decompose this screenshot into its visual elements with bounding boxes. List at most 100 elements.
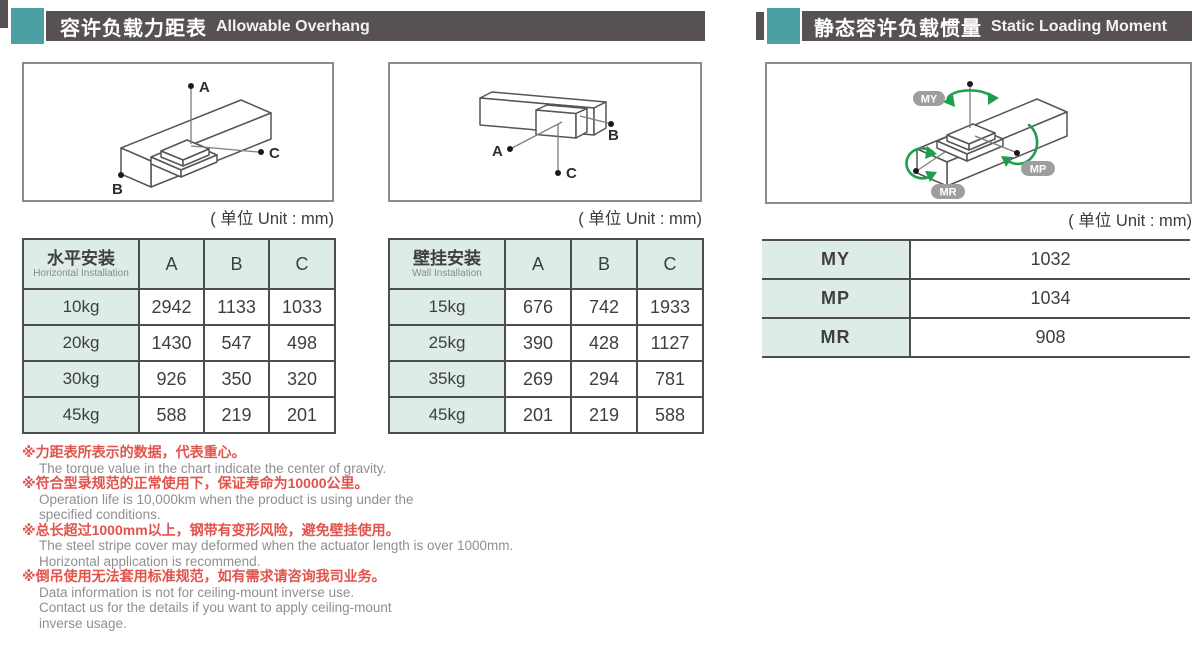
table-title-en: Wall Installation (412, 268, 482, 279)
table-row: MR 908 (762, 317, 1190, 358)
section-title-zh: 容许负载力距表 (60, 17, 207, 40)
moment-axes-drawing: MY MP MR (905, 81, 1068, 199)
my-axis-dot (967, 81, 973, 87)
value-cell: 350 (203, 360, 270, 398)
load-cell: 20kg (22, 324, 140, 362)
footnote-zh: ※总长超过1000mm以上，钢带有变形风险，避免壁挂使用。 (22, 521, 400, 538)
rotation-arrow-my-head (943, 95, 955, 107)
actuator-isometric-drawing: A C B (479, 91, 619, 182)
table-row: 30kg 926 350 320 (22, 360, 336, 398)
point-a-marker (188, 83, 194, 89)
table-row: 15kg 676 742 1933 (388, 288, 704, 326)
mr-badge (931, 184, 965, 199)
diagram-wall-installation: A C B (388, 62, 702, 202)
table-header-row: 壁挂安装 Wall Installation A B C (388, 238, 704, 290)
header-accent-square (11, 8, 44, 44)
axis-c-line (190, 145, 259, 153)
value-cell: 320 (268, 360, 336, 398)
moment-label-cell: MP (762, 278, 911, 319)
load-cell: 10kg (22, 288, 140, 326)
header-edge-strip (0, 0, 8, 28)
value-cell: 201 (504, 396, 572, 434)
value-cell: 1933 (636, 288, 704, 326)
value-cell: 1033 (268, 288, 336, 326)
value-cell: 676 (504, 288, 572, 326)
value-cell: 781 (636, 360, 704, 398)
load-cell: 15kg (388, 288, 506, 326)
footnote-zh: ※符合型录规范的正常使用下，保证寿命为10000公里。 (22, 475, 369, 491)
unit-label: ( 单位 Unit : mm) (1068, 212, 1192, 230)
rotation-arrow-my-head (988, 92, 999, 105)
column-header-a: A (504, 238, 572, 290)
value-cell: 1133 (203, 288, 270, 326)
label-a: A (492, 143, 503, 160)
column-header-c: C (268, 238, 336, 290)
mr-axis-dot (913, 168, 919, 174)
footnote-en: Contact us for the details if you want t… (39, 600, 392, 615)
value-cell: 588 (636, 396, 704, 434)
value-cell: 1127 (636, 324, 704, 362)
table-header-row: 水平安装 Horizontal Installation A B C (22, 238, 336, 290)
footnote-zh: ※力距表所表示的数据，代表重心。 (22, 444, 246, 460)
value-cell: 219 (570, 396, 638, 434)
wall-installation-table: 壁挂安装 Wall Installation A B C 15kg 676 74… (388, 238, 704, 434)
load-cell: 25kg (388, 324, 506, 362)
diagram-static-moment: MY MP MR (765, 62, 1192, 204)
moment-value-cell: 908 (910, 317, 1190, 358)
value-cell: 219 (203, 396, 270, 434)
static-moment-table: MY 1032 MP 1034 MR 908 (762, 239, 1190, 358)
moment-value-cell: 1032 (910, 239, 1190, 280)
value-cell: 2942 (138, 288, 205, 326)
section-title-en: Static Loading Moment (991, 18, 1167, 35)
label-b: B (608, 127, 619, 144)
footnote-en: The torque value in the chart indicate t… (39, 460, 387, 476)
point-c-marker (555, 170, 561, 176)
value-cell: 547 (203, 324, 270, 362)
moment-label-cell: MR (762, 317, 911, 358)
value-cell: 428 (570, 324, 638, 362)
footnote-en: inverse usage. (39, 615, 127, 631)
header-edge-strip (756, 12, 764, 40)
axis-a-line (511, 121, 563, 149)
moment-value-cell: 1034 (910, 278, 1190, 319)
rotation-arrow-mp-head (1001, 156, 1013, 167)
rotation-arrow-mr-head (925, 171, 937, 182)
value-cell: 269 (504, 360, 572, 398)
value-cell: 294 (570, 360, 638, 398)
rotation-arrow-mr-head (925, 146, 937, 159)
unit-label: ( 单位 Unit : mm) (578, 210, 702, 228)
moment-label-cell: MY (762, 239, 911, 280)
column-header-a: A (138, 238, 205, 290)
table-title-zh: 水平安装 (47, 249, 115, 268)
header-allowable-overhang: 容许负载力距表 Allowable Overhang (46, 11, 705, 41)
mp-axis-line (974, 135, 1016, 153)
axis-b-line (579, 115, 609, 124)
actuator-isometric-drawing: A C B (112, 79, 280, 198)
column-header-b: B (203, 238, 270, 290)
mr-axis-line (917, 151, 946, 171)
my-badge (913, 91, 945, 106)
point-a-marker (507, 146, 513, 152)
load-cell: 45kg (388, 396, 506, 434)
table-row: MP 1034 (762, 278, 1190, 319)
column-header-b: B (570, 238, 638, 290)
section-title-en: Allowable Overhang (216, 18, 370, 35)
table-row: 20kg 1430 547 498 (22, 324, 336, 362)
point-c-marker (258, 149, 264, 155)
rotation-arrow-mp (1005, 123, 1039, 166)
load-cell: 45kg (22, 396, 140, 434)
point-b-marker (118, 172, 124, 178)
value-cell: 1430 (138, 324, 205, 362)
header-static-loading-moment: 静态容许负载惯量 Static Loading Moment (802, 11, 1192, 41)
load-cell: 30kg (22, 360, 140, 398)
mp-badge (1021, 161, 1055, 176)
mp-badge-label: MP (1030, 164, 1047, 176)
value-cell: 498 (268, 324, 336, 362)
label-a: A (199, 79, 210, 96)
header-accent-square (767, 8, 800, 44)
table-title-zh: 壁挂安装 (413, 249, 481, 268)
table-title-cell: 水平安装 Horizontal Installation (22, 238, 140, 290)
label-c: C (269, 145, 280, 162)
table-row: 45kg 588 219 201 (22, 396, 336, 434)
